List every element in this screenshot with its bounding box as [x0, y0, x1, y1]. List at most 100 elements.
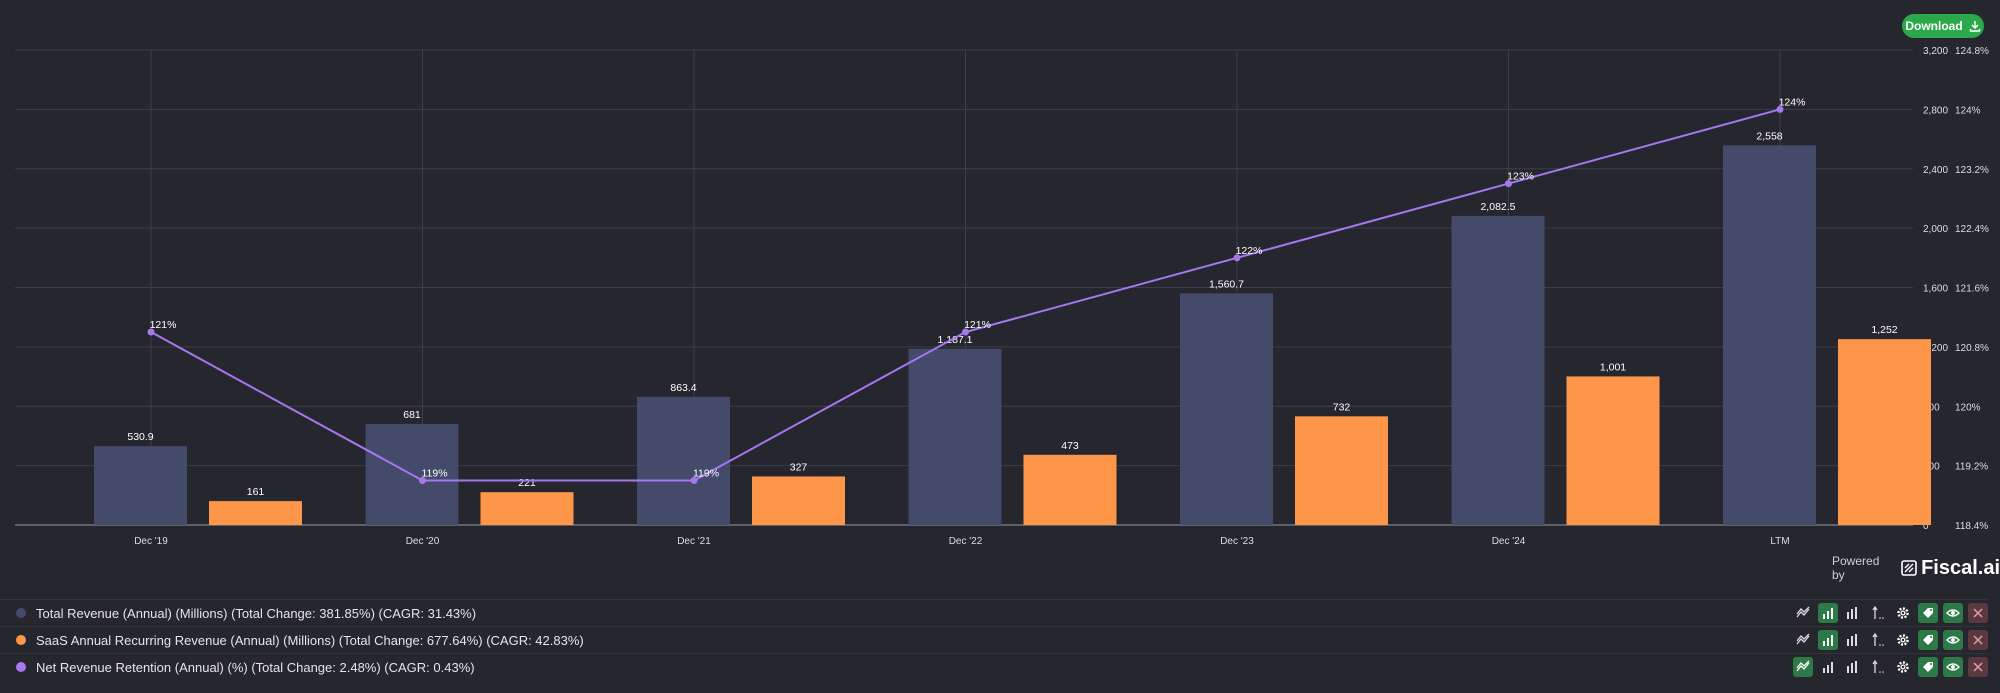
grouped-bar-button[interactable] — [1843, 603, 1863, 623]
grouped-bar-button[interactable] — [1843, 657, 1863, 677]
bar-total-revenue — [1451, 215, 1545, 525]
eye-icon — [1946, 636, 1960, 644]
series-tools — [1793, 630, 1988, 650]
line-type-button[interactable] — [1793, 657, 1813, 677]
legend-dot — [16, 662, 26, 672]
legend-row-nrr: Net Revenue Retention (Annual) (%) (Tota… — [0, 653, 1988, 680]
close-icon — [1973, 635, 1983, 645]
point-net-revenue-retention — [147, 328, 155, 336]
y-right-tick-label: 124.8% — [1955, 46, 1989, 57]
visibility-button[interactable] — [1943, 603, 1963, 623]
data-label-total-revenue: 530.9 — [127, 431, 153, 443]
line-chart-icon — [1796, 660, 1810, 672]
x-tick-label: Dec '24 — [1492, 536, 1526, 547]
brand-name: Fiscal.ai — [1921, 556, 2000, 579]
x-tick-label: LTM — [1770, 536, 1789, 547]
close-icon — [1973, 608, 1983, 618]
axis-button[interactable] — [1868, 657, 1888, 677]
line-type-button[interactable] — [1793, 603, 1813, 623]
grouped-bar-button[interactable] — [1843, 630, 1863, 650]
visibility-button[interactable] — [1943, 657, 1963, 677]
visibility-button[interactable] — [1943, 630, 1963, 650]
fiscal-logo-icon — [1901, 560, 1917, 576]
x-tick-label: Dec '19 — [134, 536, 168, 547]
legend-row-arr: SaaS Annual Recurring Revenue (Annual) (… — [0, 626, 1988, 653]
data-label-saas-arr: 1,252 — [1871, 324, 1897, 336]
data-label-total-revenue: 681 — [403, 409, 421, 421]
series-tools — [1793, 657, 1988, 677]
axis-icon — [1872, 633, 1884, 646]
data-label-net-revenue-retention: 119% — [693, 467, 719, 479]
download-icon — [1969, 21, 1980, 32]
y-right-tick-label: 121.6% — [1955, 284, 1989, 295]
chart: 0 400 800 1,200 1,600 2,000 2,400 2,800 3,200 118… — [15, 46, 1989, 547]
data-label-net-revenue-retention: 121% — [964, 319, 991, 331]
data-label-total-revenue: 2,558 — [1756, 130, 1782, 142]
x-tick-label: Dec '20 — [406, 536, 440, 547]
data-label-saas-arr: 473 — [1061, 440, 1079, 452]
x-tick-label: Dec '21 — [677, 536, 711, 547]
download-button[interactable]: Download — [1902, 14, 1984, 38]
close-icon — [1973, 662, 1983, 672]
bar-total-revenue — [908, 348, 1002, 525]
data-label-saas-arr: 327 — [790, 461, 808, 473]
y-left-tick-label: 2,800 — [1923, 105, 1948, 116]
bar-saas-arr — [1566, 376, 1660, 525]
data-label-saas-arr: 221 — [518, 477, 536, 489]
data-label-net-revenue-retention: 123% — [1507, 171, 1534, 183]
powered-by-label: Powered by — [1832, 554, 1880, 582]
bar-type-button[interactable] — [1818, 603, 1838, 623]
axis-button[interactable] — [1868, 630, 1888, 650]
data-label-total-revenue: 863.4 — [670, 382, 696, 394]
eye-icon — [1946, 663, 1960, 671]
bar-saas-arr — [1838, 339, 1931, 525]
bar-type-button[interactable] — [1818, 630, 1838, 650]
data-label-saas-arr: 1,001 — [1600, 361, 1626, 373]
bar-total-revenue — [94, 446, 187, 525]
axis-button[interactable] — [1868, 603, 1888, 623]
x-tick-label: Dec '22 — [949, 536, 983, 547]
remove-series-button[interactable] — [1968, 657, 1988, 677]
tag-button[interactable] — [1918, 657, 1938, 677]
y-left-tick-label: 400 — [1923, 462, 1940, 473]
remove-series-button[interactable] — [1968, 603, 1988, 623]
y-right-tick-label: 124% — [1955, 105, 1981, 116]
y-left-tick-label: 1,200 — [1923, 343, 1948, 354]
tag-icon — [1923, 662, 1933, 672]
y-left-tick-label: 0 — [1923, 521, 1929, 532]
bar-total-revenue — [637, 396, 730, 525]
bar-total-revenue — [1723, 145, 1816, 525]
data-label-saas-arr: 732 — [1333, 401, 1351, 413]
tag-icon — [1923, 608, 1933, 618]
settings-button[interactable] — [1893, 657, 1913, 677]
download-label: Download — [1905, 19, 1963, 33]
bar-saas-arr — [480, 492, 574, 525]
point-net-revenue-retention — [690, 476, 698, 484]
line-chart-icon — [1796, 606, 1810, 618]
remove-series-button[interactable] — [1968, 630, 1988, 650]
gear-icon — [1897, 661, 1909, 673]
settings-button[interactable] — [1893, 603, 1913, 623]
y-right-tick-label: 120.8% — [1955, 343, 1989, 354]
y-right-tick-label: 119.2% — [1955, 462, 1988, 473]
y-right-tick-label: 122.4% — [1955, 224, 1989, 235]
point-net-revenue-retention — [1233, 254, 1241, 262]
point-net-revenue-retention — [962, 328, 969, 336]
x-tick-label: Dec '23 — [1220, 536, 1254, 547]
grouped-bar-icon — [1847, 607, 1857, 619]
y-right-tick-label: 118.4% — [1955, 521, 1988, 532]
data-label-total-revenue: 1,560.7 — [1209, 278, 1244, 290]
data-label-net-revenue-retention: 122% — [1236, 245, 1263, 257]
tag-button[interactable] — [1918, 603, 1938, 623]
data-label-total-revenue: 2,082.5 — [1480, 201, 1515, 213]
tag-icon — [1923, 635, 1933, 645]
grouped-bar-icon — [1847, 661, 1857, 673]
bar-type-button[interactable] — [1818, 657, 1838, 677]
line-type-button[interactable] — [1793, 630, 1813, 650]
brand-logo: Fiscal.ai — [1901, 557, 2000, 580]
tag-button[interactable] — [1918, 630, 1938, 650]
settings-button[interactable] — [1893, 630, 1913, 650]
legend-label: SaaS Annual Recurring Revenue (Annual) (… — [36, 632, 584, 648]
bar-saas-arr — [209, 501, 302, 525]
legend-dot — [16, 635, 26, 645]
